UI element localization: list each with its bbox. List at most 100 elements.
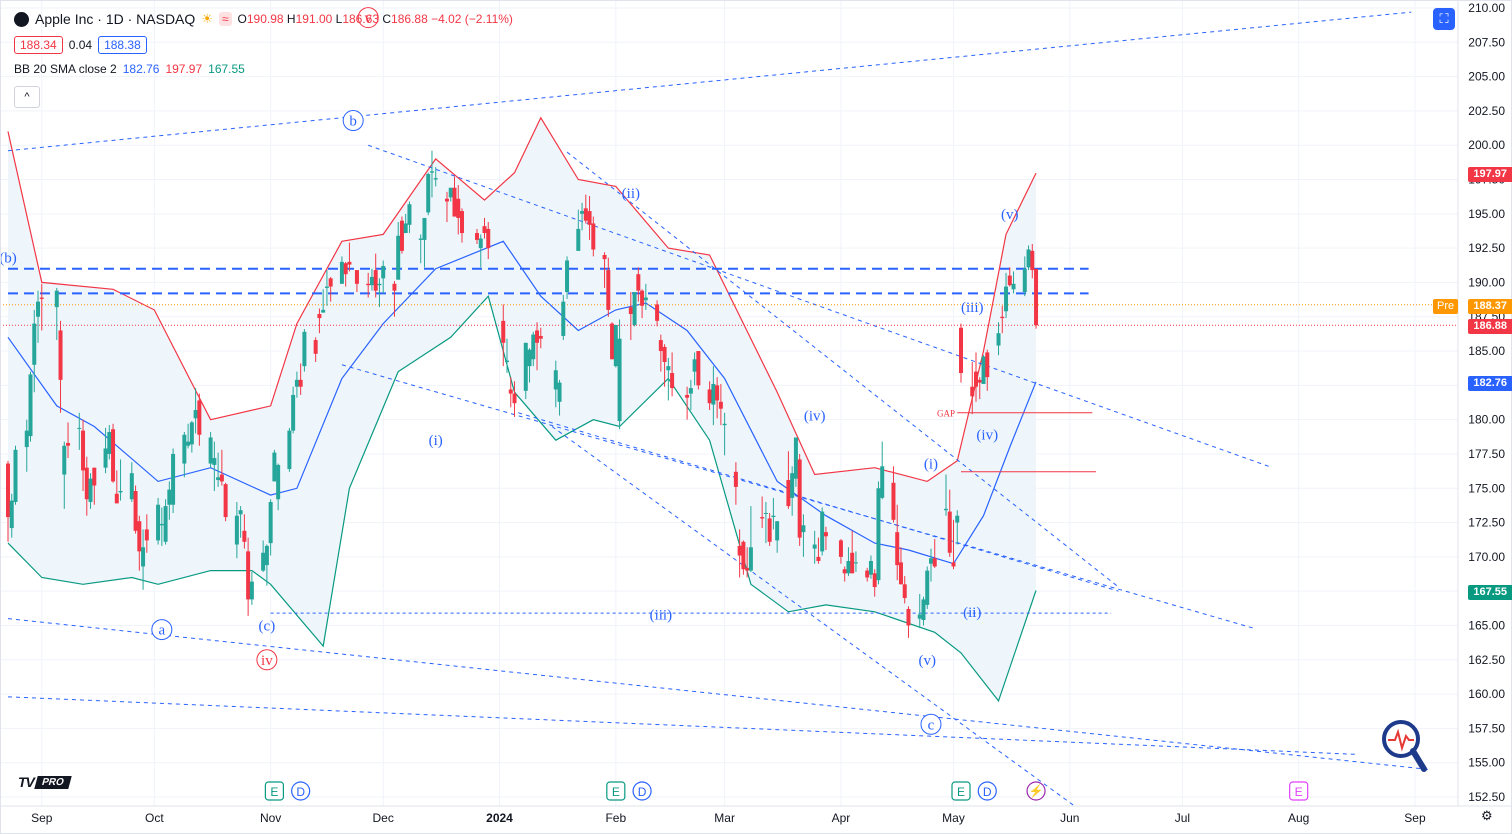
candle (790, 466, 795, 516)
candle-body (426, 174, 431, 213)
y-tick-label: 195.00 (1468, 207, 1505, 221)
candles (6, 150, 1039, 638)
wave-label: (iv) (976, 428, 998, 444)
candle-body (812, 544, 817, 549)
candle (763, 501, 768, 544)
candle (977, 377, 982, 400)
candle-body (606, 270, 611, 310)
sell-price-button[interactable]: 188.34 (14, 36, 63, 54)
candle-body (580, 211, 585, 214)
candle (707, 381, 712, 411)
candle (189, 421, 194, 453)
candle-body (32, 323, 37, 365)
candle-body (1007, 275, 1012, 286)
candle-body (167, 489, 172, 505)
candle-body (662, 346, 667, 363)
candle (118, 459, 123, 501)
candle (144, 514, 149, 553)
symbol-title[interactable]: Apple Inc · 1D · NASDAQ (35, 11, 196, 27)
candle (696, 351, 701, 390)
candle (846, 547, 851, 577)
fullscreen-button[interactable]: ⛶ (1433, 8, 1455, 30)
indicator-lower-value: 167.55 (208, 62, 245, 76)
candle-body (422, 217, 427, 240)
y-tick-label: 205.00 (1468, 70, 1505, 84)
candle (328, 276, 333, 302)
candle-body (1000, 316, 1005, 319)
data-delay-wave-icon[interactable]: ≈ (218, 12, 232, 26)
candle-body (655, 304, 660, 321)
market-hours-sun-icon[interactable]: ☀ (201, 11, 213, 26)
candle (444, 191, 449, 223)
candle (838, 539, 843, 564)
candle (186, 423, 191, 449)
candle-body (996, 333, 1001, 346)
wave-label: (iii) (650, 608, 673, 624)
y-tick-label: 210.00 (1468, 1, 1505, 15)
candle-body (801, 525, 806, 533)
chart-settings-icon[interactable]: ⚙ (1481, 808, 1493, 823)
candle-body (313, 340, 318, 354)
candle (403, 213, 408, 234)
candle (276, 463, 281, 511)
candle (850, 530, 855, 574)
candle-body (418, 238, 423, 240)
candle-body (771, 515, 776, 518)
candle-body (321, 309, 326, 313)
candle-body (242, 530, 247, 542)
x-tick-label: Aug (1288, 811, 1309, 825)
candle-body (9, 500, 14, 529)
earnings-event-icon (264, 781, 284, 801)
earnings-event-icon (606, 781, 626, 801)
candle (895, 504, 900, 581)
candle (793, 437, 798, 487)
indicator-legend[interactable]: BB 20 SMA close 2 182.76 197.97 167.55 (14, 58, 513, 80)
candle-body (565, 260, 570, 293)
candle-body (238, 510, 243, 515)
candle (970, 362, 975, 415)
candle-body (741, 541, 746, 570)
candle-body (583, 208, 588, 221)
dividend-event-letter: D (638, 785, 647, 799)
candle (448, 187, 453, 202)
candle-body (114, 493, 119, 504)
candle (786, 451, 791, 509)
candle-body (643, 297, 648, 301)
candle-body (407, 204, 412, 225)
candle (718, 383, 723, 426)
candle (527, 348, 532, 383)
tradingview-logo[interactable]: TV PRO (18, 774, 72, 790)
candle-body (974, 371, 979, 387)
candle-body (88, 478, 93, 502)
candle (77, 412, 82, 450)
candle-body (538, 335, 543, 339)
candle-body (328, 278, 333, 287)
candle-body (186, 441, 191, 446)
candle-body (947, 511, 952, 553)
candle (1022, 256, 1027, 297)
candle (1011, 271, 1016, 294)
candle-body (685, 394, 690, 398)
candle (748, 506, 753, 572)
candle-body (531, 334, 536, 360)
y-tick-label: 172.50 (1468, 516, 1505, 530)
x-tick-label: Jul (1175, 811, 1190, 825)
candle-body (718, 401, 723, 409)
y-tick-label: 162.50 (1468, 653, 1505, 667)
candle-body (951, 562, 956, 567)
candle (760, 496, 765, 529)
buy-price-button[interactable]: 188.38 (98, 36, 147, 54)
collapse-legend-button[interactable]: ^ (14, 86, 40, 108)
candle-body (970, 386, 975, 397)
candle-body (272, 452, 277, 482)
wave-label: (iv) (804, 409, 826, 425)
candle (523, 342, 528, 400)
candle (163, 499, 168, 545)
candle (658, 334, 663, 372)
indicator-name: BB 20 SMA close 2 (14, 62, 117, 76)
candle (872, 569, 877, 597)
candle (981, 355, 986, 384)
time-axis-bg (0, 806, 1512, 834)
candle-body (737, 545, 742, 556)
